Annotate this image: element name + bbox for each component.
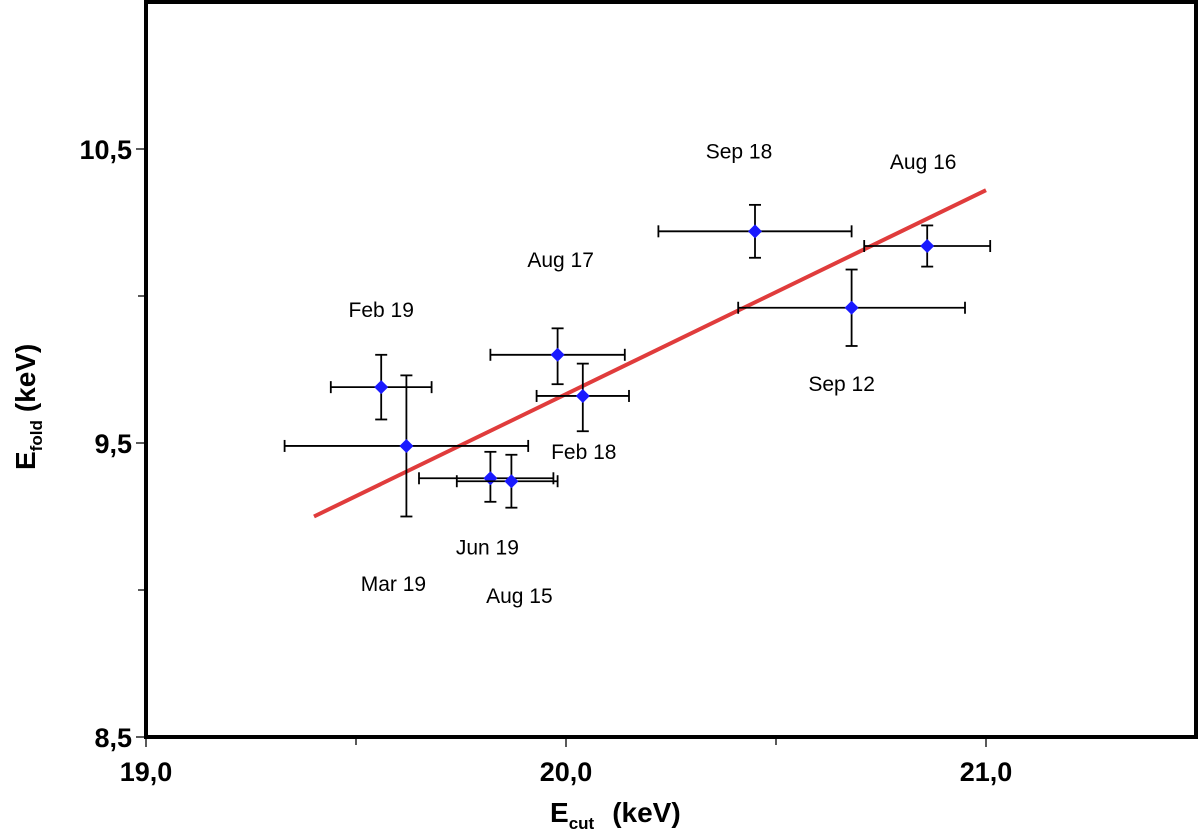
x-axis-title: Ecut (keV) — [550, 797, 681, 833]
data-point — [863, 224, 992, 268]
point-label: Aug 15 — [486, 585, 553, 608]
diamond-marker — [748, 224, 762, 239]
point-label: Feb 18 — [551, 441, 616, 464]
diamond-marker — [374, 380, 389, 395]
data-point — [418, 450, 555, 503]
point-label: Jun 19 — [456, 536, 519, 559]
data-point — [737, 268, 966, 347]
data-point — [657, 203, 853, 259]
point-label: Aug 16 — [890, 151, 957, 174]
diamond-marker — [399, 438, 414, 453]
point-label: Sep 18 — [706, 140, 773, 163]
data-point — [329, 353, 433, 421]
data-points-layer — [283, 203, 992, 518]
linear-fit-line — [313, 188, 987, 519]
axis-tick-labels: 19,0 20,0 21,0 8,5 9,5 10,5 — [79, 135, 1012, 787]
diamond-marker — [504, 474, 519, 489]
data-point — [283, 374, 530, 518]
fit-line-layer — [313, 188, 987, 519]
axis-ticks — [136, 148, 987, 747]
y-tick-label: 8,5 — [94, 723, 132, 753]
diamond-marker — [575, 388, 590, 403]
x-tick-label: 19,0 — [120, 757, 173, 787]
diamond-marker — [844, 300, 859, 315]
y-axis-title: Efold(keV) — [10, 344, 46, 470]
plot-frame — [144, 0, 1198, 739]
point-label: Mar 19 — [361, 573, 426, 596]
diamond-marker — [920, 239, 935, 254]
diamond-marker — [483, 471, 498, 486]
diamond-marker — [550, 347, 565, 362]
x-tick-label: 21,0 — [960, 757, 1013, 787]
point-label: Sep 12 — [808, 373, 875, 396]
point-label: Aug 17 — [527, 249, 594, 272]
data-point — [455, 453, 559, 509]
y-tick-label: 10,5 — [79, 135, 132, 165]
y-tick-label: 9,5 — [94, 429, 132, 459]
data-point — [489, 327, 626, 386]
data-point — [535, 362, 630, 433]
x-tick-label: 20,0 — [540, 757, 593, 787]
point-label: Feb 19 — [349, 299, 414, 322]
point-labels-layer: Feb 19 Mar 19 Jun 19 Aug 15 Aug 17 Feb 18 Sep … — [349, 140, 957, 608]
